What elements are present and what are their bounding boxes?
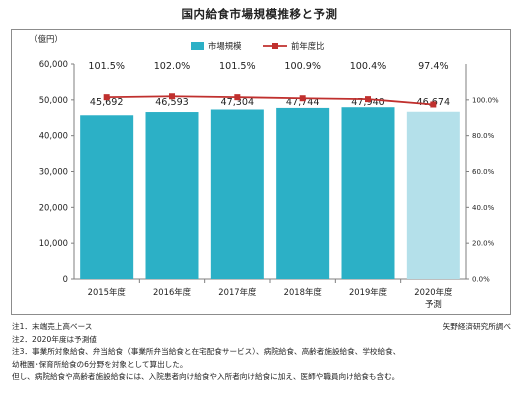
legend-marker-line [272,43,278,49]
x-tick-label: 2020年度 [414,287,453,297]
right-tick-label: 60.0% [472,168,495,176]
x-tick-label: 2015年度 [88,287,127,297]
legend-label-bar: 市場規模 [208,41,242,51]
line-marker [430,101,437,108]
bar-2020年度 [406,111,460,280]
right-tick-label: 100.0% [472,96,499,104]
x-tick-label: 2017年度 [218,287,257,297]
x-tick-label: 2018年度 [284,287,323,297]
footnote-4: 幼稚園･保育所給食の6分野を対象として算出した。 [12,359,188,369]
bar-value-label: 47,304 [221,97,255,108]
x-tick-sublabel: 予測 [425,299,442,309]
bar-value-label: 47,940 [351,97,385,108]
line-marker [234,94,241,101]
line-marker [169,93,175,100]
chart-title: 国内給食市場規模推移と予測 [181,7,338,21]
line-value-label: 100.4% [350,61,387,72]
x-tick-label: 2019年度 [349,287,388,297]
bar-2015年度 [80,115,134,280]
left-tick-label: 20,000 [39,202,68,212]
footnote-1: 注1．末端売上高ベース [12,322,93,331]
bar-2017年度 [210,109,264,279]
right-tick-label: 40.0% [472,204,495,212]
line-marker [365,96,371,103]
line-marker [299,95,306,102]
line-value-label: 101.5% [219,61,256,72]
x-tick-label: 2016年度 [153,287,192,297]
left-tick-label: 10,000 [39,238,68,248]
line-value-label: 100.9% [284,61,321,72]
chart-svg: 0 10,000 20,000 30,000 40,000 50,000 60,000 0.0… [29,34,499,309]
line-value-label: 97.4% [418,61,448,72]
bar-2018年度 [276,107,330,280]
footnote-5: 但し、病院給食や高齢者施設給食には、入院患者向け給食や入所者向け給食に加え、医師… [12,372,400,382]
footnote-2: 注2．2020年度は予測値 [12,334,97,344]
footnote-3: 注3．事業所対象給食、弁当給食（事業所弁当給食と在宅配食サービス）、病院給食、高… [12,347,401,357]
left-tick-label: 40,000 [39,131,68,141]
chart-frame [11,29,511,315]
footnotes: 注1．末端売上高ベース 注2．2020年度は予測値 注3．事業所対象給食、弁当給… [12,321,512,384]
line-series-yoy [106,95,434,106]
right-tick-label: 80.0% [472,132,495,140]
left-tick-label: 50,000 [39,95,68,105]
line-value-label: 101.5% [88,61,125,72]
left-tick-label: 30,000 [39,167,68,177]
left-axis-unit: （億円） [29,34,63,44]
bar-value-label: 46,593 [155,97,189,108]
right-tick-label: 20.0% [472,240,495,248]
legend-swatch-bar [191,42,204,50]
source-note: 矢野経済研究所調べ [442,322,511,331]
bar-value-label: 45,692 [90,97,124,108]
bar-2016年度 [145,112,199,279]
line-value-label: 102.0% [154,61,191,72]
bar-value-label: 47,744 [286,97,320,108]
left-tick-label: 60,000 [39,59,68,69]
line-marker [103,94,110,101]
legend-label-line: 前年度比 [291,41,325,51]
bar-2019年度 [341,107,395,279]
left-tick-label: 0 [63,274,68,284]
right-tick-label: 0.0% [472,276,490,284]
